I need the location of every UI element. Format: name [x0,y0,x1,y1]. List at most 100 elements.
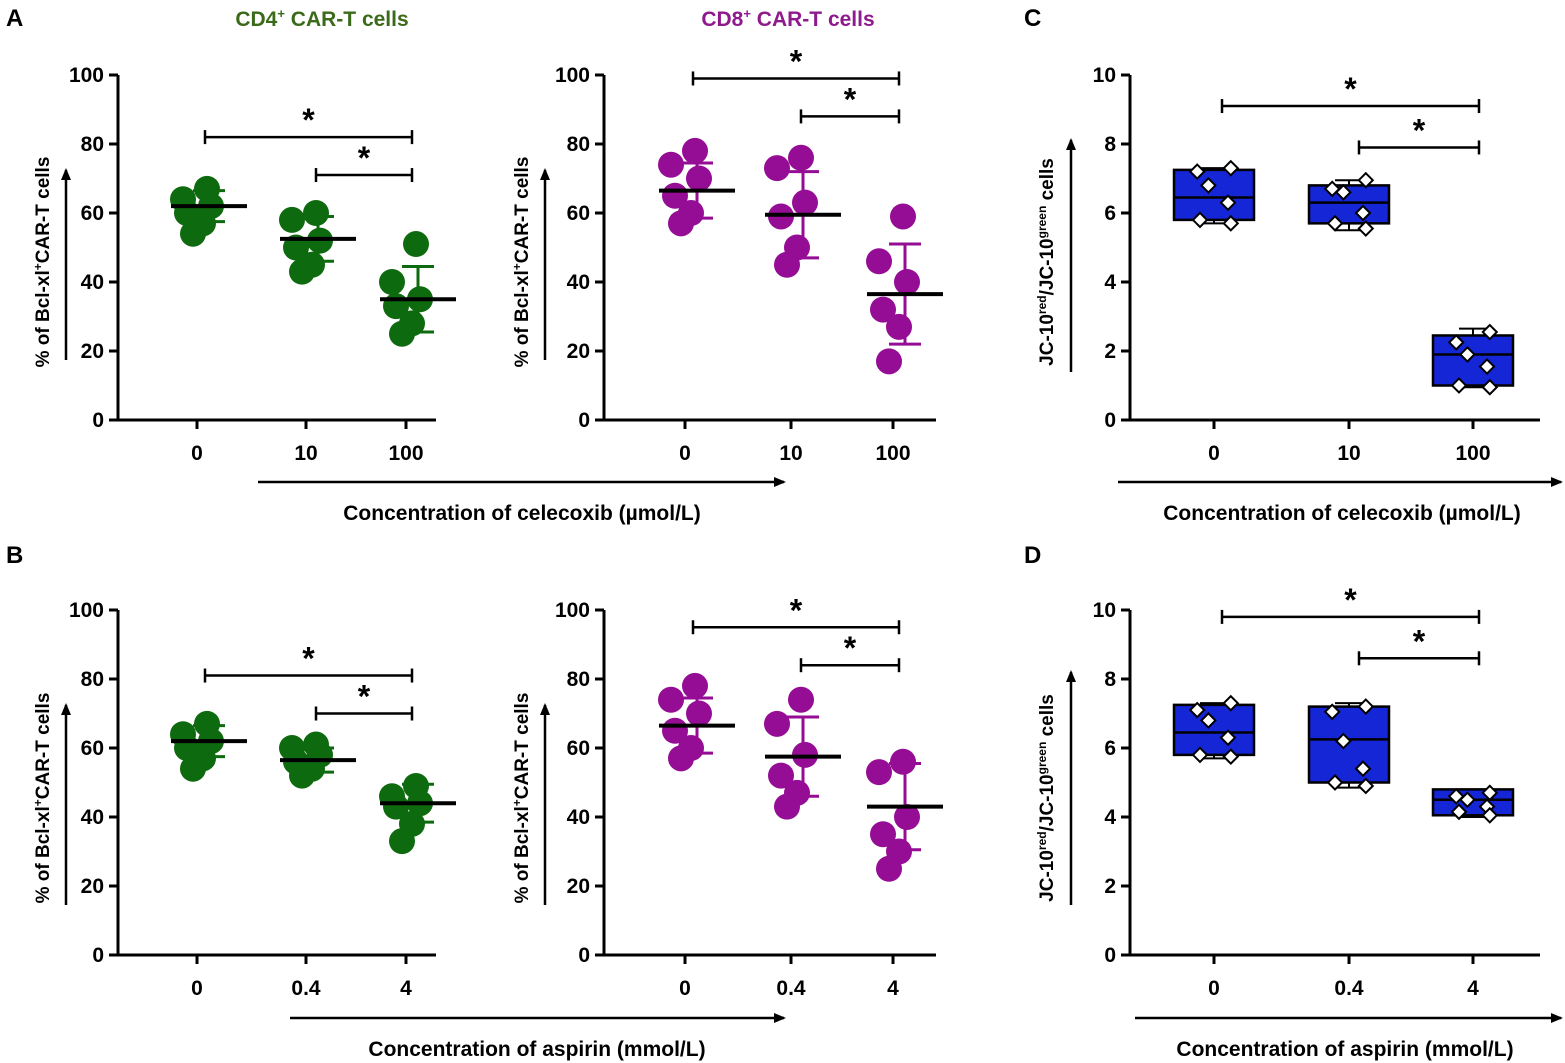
a-cd8-point-0-2 [686,165,712,192]
a-cd8-ytick-label-2: 40 [567,271,590,294]
c-point-0-1 [1188,163,1206,181]
ylabel-a-cd8-post: CAR-T cells [512,157,533,264]
title-cd4-sup: + [277,6,285,21]
c-sig-star-1: * [1413,112,1426,148]
b-cd8-point-2-5 [876,855,902,882]
xtitle-c: Concentration of celecoxib (µmol/L) [1118,477,1563,525]
c-point-1-4 [1326,214,1344,232]
c-point-1-2 [1334,183,1352,201]
svg-text:% of Bcl-xl+CAR-T cells: % of Bcl-xl+CAR-T cells [510,693,533,904]
ylabel-d-sup2: green [1035,742,1049,775]
a-cd8-ytick-label-4: 80 [567,133,590,156]
ylabel-d: JC-10red/JC-10green cells [1035,670,1076,905]
d-point-0-2 [1199,711,1217,729]
svg-text:% of Bcl-xl+CAR-T cells: % of Bcl-xl+CAR-T cells [31,693,54,904]
a-cd4-xtick-label-1: 10 [294,442,317,465]
c-point-1-5 [1357,220,1375,237]
a-cd4-point-0-5 [180,220,206,247]
a-cd4-point-2-1 [379,269,405,295]
ylabel-a-cd8: % of Bcl-xl+CAR-T cells [510,157,550,367]
b-cd8-ytick-label-2: 40 [567,806,590,829]
a-cd8-ytick-label-5: 100 [555,64,590,87]
xtitle-a-text: Concentration of celecoxib (µmol/L) [343,502,700,525]
c-xtick-label-2: 100 [1455,442,1490,465]
c-ytick-label-0: 0 [1104,409,1116,432]
a-cd8-point-2-1 [866,248,892,275]
b-cd8-point-1-1 [764,710,790,737]
ylabel-c-sup2: green [1035,206,1049,239]
c-point-0-0 [1222,159,1240,177]
d-xtick-label-0: 0 [1208,977,1220,1000]
a-cd8-ytick-label-3: 60 [567,202,590,225]
c-point-1-0 [1357,171,1375,189]
ylabel-a-cd8-sup: + [510,263,524,270]
ylabel-a-cd4-pre: % of Bcl-xl [33,270,54,367]
a-cd4-ytick-label-2: 40 [81,271,104,294]
b-cd4-ytick-label-3: 60 [81,737,104,760]
a-cd4-ytick-label-1: 20 [81,340,104,363]
b-cd4-xtick-label-0: 0 [191,977,203,1000]
d-point-0-5 [1222,748,1240,766]
b-cd8-xtick-label-2: 4 [887,977,899,1000]
chart-b-cd4: 0 20 40 60 80 100 0 0.4 4 * * [69,599,456,1000]
b-cd8-ytick-label-0: 0 [578,944,590,967]
xtitle-b: Concentration of aspirin (mmol/L) [290,1013,786,1061]
xtitle-b-text: Concentration of aspirin (mmol/L) [368,1038,705,1061]
a-cd4-ytick-label-5: 100 [69,64,104,87]
ylabel-b-cd8: % of Bcl-xl+CAR-T cells [510,693,550,905]
chart-d: 0 2 4 6 8 10 0 0.4 4 * * [1093,582,1540,1000]
d-point-1-3 [1354,760,1372,778]
d-point-0-0 [1222,694,1240,712]
c-point-0-5 [1222,214,1240,232]
b-cd8-point-0-0 [682,672,708,699]
b-cd4-ytick-label-1: 20 [81,875,104,898]
b-cd4-point-2-5 [389,828,415,855]
a-cd8-point-1-2 [792,189,818,216]
b-cd8-sig-star-0: * [790,592,803,628]
d-point-2-4 [1450,803,1468,821]
b-cd8-ytick-label-3: 60 [567,737,590,760]
b-cd8-point-0-2 [686,700,712,727]
title-cd8-rest: CAR-T cells [751,8,875,31]
a-cd4-ytick-label-4: 80 [81,133,104,156]
ylabel-b-cd8-post: CAR-T cells [512,693,533,800]
a-cd4-point-1-5 [289,258,315,285]
ylabel-b-cd8-sup: + [510,799,524,806]
c-sig-star-0: * [1344,71,1357,107]
a-cd4-point-1-3 [283,234,309,261]
c-point-1-3 [1354,204,1372,222]
d-box-1 [1307,705,1391,784]
a-cd4-sig-star-0: * [302,102,315,138]
a-cd8-point-2-4 [886,313,912,340]
ylabel-b-cd4: % of Bcl-xl+CAR-T cells [31,693,71,905]
b-cd8-point-1-3 [768,762,794,789]
chart-b-cd8: 0 20 40 60 80 100 0 0.4 4 * * [555,592,943,1000]
xtitle-d: Concentration of aspirin (mmol/L) [1135,1013,1563,1061]
d-point-1-5 [1357,777,1375,795]
xtitle-d-text: Concentration of aspirin (mmol/L) [1176,1038,1513,1061]
a-cd8-point-2-0 [890,203,916,230]
c-ytick-label-2: 4 [1104,271,1116,294]
d-ytick-label-3: 6 [1104,737,1116,760]
xtitle-c-text: Concentration of celecoxib (µmol/L) [1163,502,1520,525]
c-point-0-2 [1199,176,1217,194]
c-box-0 [1172,168,1256,222]
d-point-1-0 [1357,698,1375,716]
b-cd8-xtick-label-0: 0 [679,977,691,1000]
b-cd8-point-0-5 [668,745,694,772]
b-cd8-xtick-label-1: 0.4 [776,977,806,1000]
chart-a-cd8: 0 20 40 60 80 100 0 10 100 * * [555,43,943,465]
title-cd8: CD8+ CAR-T cells [701,6,874,31]
svg-text:JC-10red/JC-10green cells: JC-10red/JC-10green cells [1035,694,1058,902]
a-cd8-ytick-label-0: 0 [578,409,590,432]
a-cd8-point-0-5 [668,210,694,237]
d-ytick-label-0: 0 [1104,944,1116,967]
b-cd8-point-2-0 [890,748,916,775]
d-ytick-label-1: 2 [1104,875,1116,898]
d-point-1-4 [1326,774,1344,791]
a-cd8-point-2-3 [870,296,896,323]
title-cd8-main: CD8 [701,8,743,31]
ylabel-d-mid: /JC-10 [1037,774,1058,831]
d-ytick-label-2: 4 [1104,806,1116,829]
